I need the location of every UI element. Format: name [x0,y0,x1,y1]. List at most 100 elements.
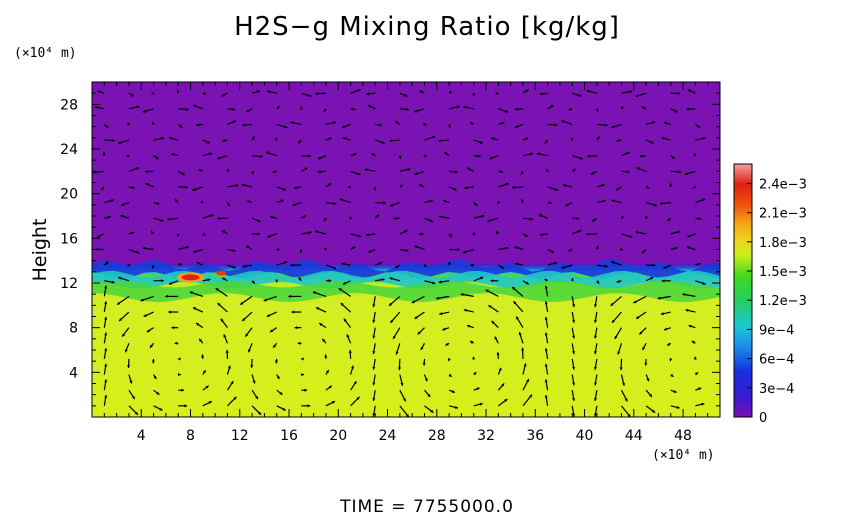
vector-arrowhead [205,385,209,389]
vector-arrowhead [436,296,440,300]
vector-arrowhead [352,107,356,111]
vector-arrowhead [419,184,423,188]
vector-arrowhead [298,277,302,281]
vector-arrowhead [570,278,574,282]
vector-arrowhead [151,231,155,235]
vector-arrowhead [549,201,552,205]
vector-arrowhead [317,156,322,160]
vector-arrowhead [170,152,175,156]
vector-arrowhead [439,312,443,316]
vector-arrowhead [189,291,193,295]
y-tick-label: 28 [60,97,78,113]
vector-arrowhead [257,219,261,223]
x-tick-label: 44 [625,428,643,444]
vector-arrowhead [328,279,332,283]
vector-arrowhead [258,411,262,415]
vector-arrowhead [611,319,615,323]
x-tick-label: 28 [428,428,446,444]
vector-arrowhead [653,203,657,207]
vector-arrowhead [248,349,251,353]
vector-arrowhead [232,120,237,124]
vector-arrowhead [594,397,598,401]
colorbar-tick-label: 1.8e−3 [759,236,807,251]
x-tick-label: 8 [186,428,195,444]
vector-arrowhead [403,398,406,402]
vector-arrowhead [572,319,576,323]
vector-arrowhead [682,293,686,297]
vector-arrowhead [627,413,631,418]
vector-arrowhead [298,140,302,144]
vector-arrowhead [686,246,690,250]
y-tick-label: 20 [60,187,78,203]
vector-arrowhead [101,186,105,190]
vector-arrowhead [601,183,605,187]
vector-arrowhead [479,402,483,406]
vector-arrowhead [460,293,464,297]
vector-arrowhead [142,109,146,113]
vector-arrowhead [463,250,467,254]
vector-arrowhead [536,152,540,156]
x-tick-label: 32 [477,428,495,444]
vector-arrowhead [498,367,502,371]
vector-arrowhead [678,170,682,174]
vector-arrowhead [404,230,408,233]
vector-arrowhead [395,265,399,268]
vector-arrowhead [368,249,372,253]
vector-arrowhead [578,229,582,233]
vector-arrowhead [381,278,385,282]
vector-arrowhead [572,169,576,172]
vector-arrowhead [539,92,543,96]
vector-arrowhead [315,92,319,96]
vector-arrowhead [620,106,624,110]
vector-arrowhead [595,245,599,250]
vector-arrowhead [130,93,134,97]
vector-arrowhead [288,294,292,298]
vector-arrowhead [544,363,548,367]
vector-arrowhead [544,279,548,282]
vector-arrowhead [620,216,624,220]
vector-arrowhead [586,89,590,93]
vector-arrowhead [372,397,376,401]
vector-arrowhead [423,154,427,157]
vector-arrowhead [372,304,376,308]
vector-arrowhead [227,365,231,369]
vector-arrowhead [454,170,458,174]
vector-arrowhead [485,289,489,293]
vector-arrowhead [315,230,319,234]
vector-arrowhead [368,105,372,108]
vector-arrowhead [357,89,361,92]
vector-arrowhead [417,331,421,335]
vector-arrowhead [110,199,114,203]
x-tick-label: 40 [576,428,594,444]
vector-arrowhead [279,391,283,395]
vector-arrowhead [501,265,505,269]
vector-arrowhead [118,276,122,280]
vector-arrowhead [684,172,688,176]
vector-arrowhead [149,344,153,348]
vector-arrowhead [339,198,343,202]
colorbar-tick-label: 3e−4 [759,382,794,397]
vector-arrowhead [696,124,701,128]
vector-arrowhead [513,301,517,305]
vector-arrowhead [245,333,249,337]
vector-arrowhead [269,329,274,333]
vector-arrowhead [217,216,221,220]
vector-arrowhead [521,347,525,351]
vector-arrowhead [389,277,393,281]
vector-arrowhead [538,214,542,218]
vector-arrowhead [472,356,476,360]
x-tick-label: 24 [379,428,397,444]
vector-arrowhead [181,388,185,392]
vector-arrowhead [129,380,133,384]
vector-arrowhead [168,310,172,314]
vector-arrowhead [544,395,548,399]
vector-arrowhead [453,187,457,191]
vector-arrowhead [95,247,99,251]
vector-arrowhead [432,281,436,285]
vector-arrowhead [152,122,155,126]
vector-arrowhead [525,281,529,285]
vector-arrowhead [429,219,433,222]
y-tick-label: 8 [69,321,78,337]
vector-arrowhead [594,366,598,370]
